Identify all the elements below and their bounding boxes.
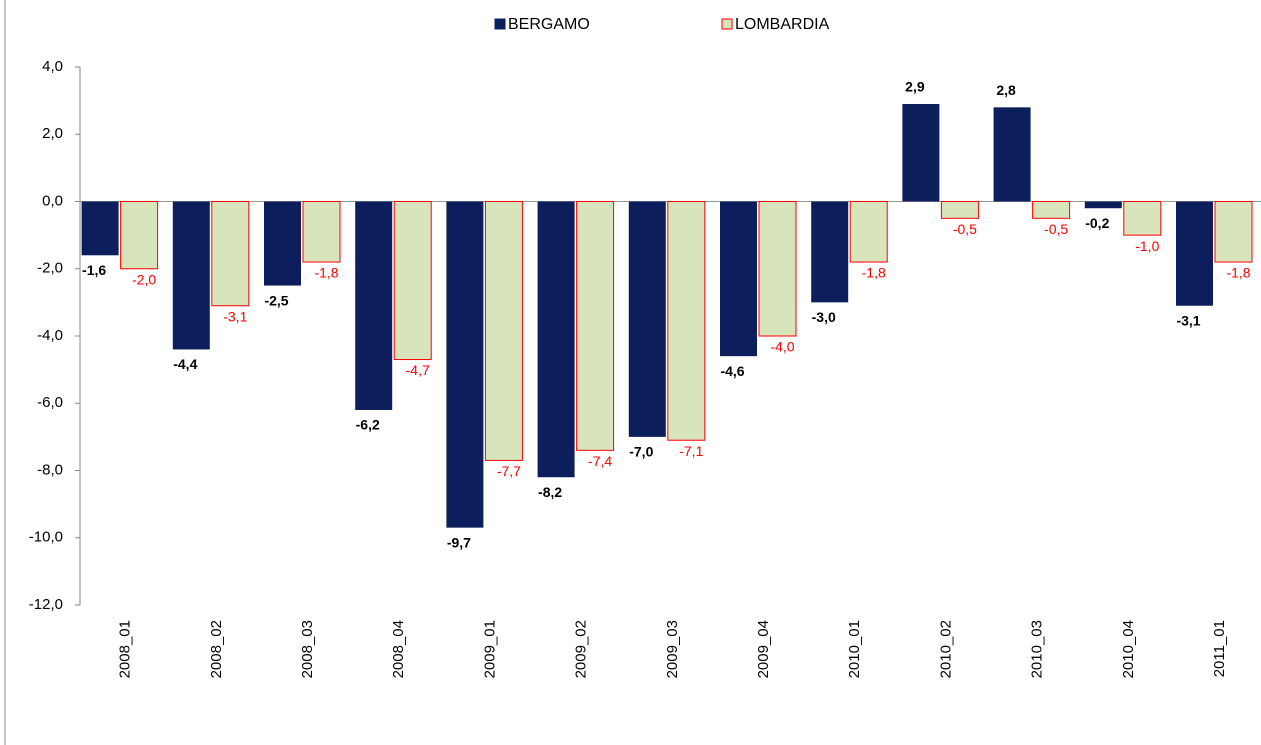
legend-swatch [721,18,733,30]
x-tick-label: 2008_04 [390,620,407,678]
value-label: 2,8 [996,82,1016,98]
bar [484,201,523,461]
bar [355,201,393,410]
y-tick-label: -6,0 [37,394,63,411]
x-tick-label: 2010_04 [1120,620,1137,678]
x-tick-label: 2008_01 [117,620,134,678]
bar [1084,201,1122,209]
value-label: -0,5 [1044,221,1068,237]
x-tick-label: 2009_03 [664,620,681,678]
bar [172,201,210,350]
value-label: -3,0 [812,309,836,325]
value-label: -9,7 [447,534,471,550]
legend-label: BERGAMO [508,16,590,33]
y-tick-label: 0,0 [42,192,63,209]
bar [81,201,119,256]
bar [302,201,341,263]
x-tick-label: 2008_03 [299,620,316,678]
value-label: -2,0 [132,271,156,287]
value-label: -1,8 [862,265,886,281]
y-tick-label: 4,0 [42,58,63,75]
x-tick-label: 2010_03 [1029,620,1046,678]
value-label: -1,0 [1135,238,1159,254]
value-label: -7,0 [629,444,653,460]
value-label: -2,5 [264,292,288,308]
bar [537,201,575,478]
bar [1123,201,1162,236]
value-label: -0,5 [953,221,977,237]
bar [393,201,432,361]
bar [758,201,797,337]
value-label: -4,7 [406,362,430,378]
value-label: -4,4 [173,356,197,372]
bar [902,103,940,202]
bar [1032,201,1071,219]
x-tick-label: 2011_01 [1211,620,1228,677]
bar [264,201,301,286]
value-label: -1,6 [82,262,106,278]
value-label: -3,1 [1176,312,1200,328]
bar [811,201,849,303]
x-tick-label: 2010_02 [937,620,954,678]
value-label: -0,2 [1085,215,1109,231]
value-label: -8,2 [538,484,562,500]
bar [720,201,757,357]
y-tick-label: -4,0 [37,327,63,344]
y-tick-label: -2,0 [37,260,63,277]
value-label: -1,8 [1226,265,1250,281]
bar [1214,201,1253,263]
bar [446,201,484,528]
x-tick-label: 2009_04 [755,620,772,678]
y-tick-label: -8,0 [37,461,63,478]
bar [849,201,888,263]
bar [940,201,979,219]
bar [667,201,706,441]
x-tick-label: 2009_02 [573,620,590,678]
x-tick-label: 2010_01 [846,620,863,678]
bar [576,201,615,451]
y-tick-label: -10,0 [29,529,63,546]
x-tick-label: 2008_02 [208,620,225,678]
bar [211,201,250,307]
y-tick-label: -12,0 [29,596,63,613]
value-label: -7,7 [497,463,521,479]
bar [1176,201,1213,306]
value-label: -7,1 [679,443,703,459]
legend-label: LOMBARDIA [735,16,830,33]
value-label: -7,4 [588,453,612,469]
value-label: -4,0 [770,339,794,355]
bar [628,201,666,437]
value-label: -3,1 [223,308,247,324]
x-tick-label: 2009_01 [481,620,498,678]
value-label: 2,9 [905,79,925,95]
bar [993,107,1031,202]
bar [120,201,159,270]
legend-swatch [494,18,506,30]
value-label: -6,2 [356,417,380,433]
y-tick-label: 2,0 [42,125,63,142]
value-label: -1,8 [314,265,338,281]
value-label: -4,6 [720,363,744,379]
